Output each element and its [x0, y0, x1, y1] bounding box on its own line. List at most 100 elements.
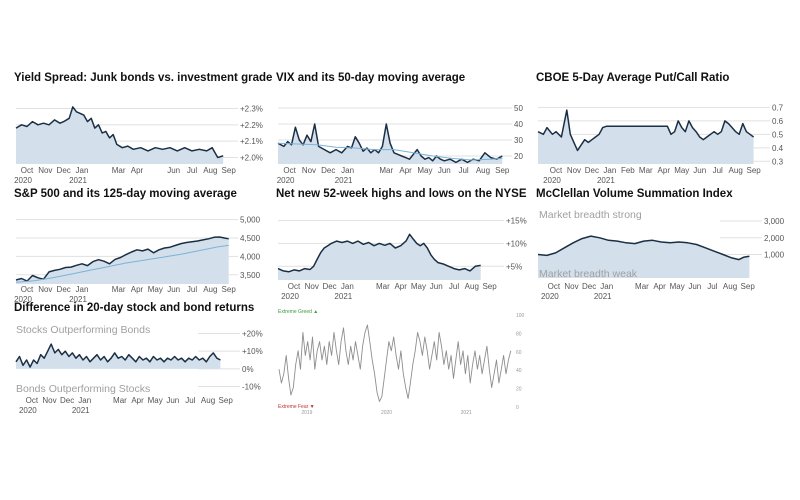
y-tick-label: 0% [242, 365, 254, 374]
y-tick-label: 60 [516, 350, 522, 356]
x-tick-label: Oct [21, 285, 34, 294]
y-tick-label: 20 [516, 387, 522, 393]
x-tick-label: Apr [653, 282, 666, 291]
chart-title: Net new 52-week highs and lows on the NY… [276, 188, 527, 200]
x-tick-label: Nov [567, 166, 581, 175]
x-year-label: 2021 [69, 295, 87, 304]
y-tick-label: -10% [242, 382, 261, 391]
x-tick-label: Aug [203, 166, 217, 175]
x-tick-label: Dec [60, 396, 74, 405]
x-tick-label: Oct [21, 166, 34, 175]
x-year-label: 2020 [281, 292, 299, 301]
x-tick-label: Mar [379, 166, 393, 175]
y-tick-label: 5,000 [240, 216, 261, 225]
x-tick-label: Oct [283, 166, 296, 175]
chart-title: CBOE 5-Day Average Put/Call Ratio [536, 72, 730, 84]
x-tick-label: May [411, 282, 426, 291]
x-tick-label: Jul [187, 166, 197, 175]
x-tick-label: Nov [42, 396, 56, 405]
x-tick-label: Nov [564, 282, 578, 291]
chart-title: Yield Spread: Junk bonds vs. investment … [14, 72, 273, 84]
y-tick-label: +2.1% [240, 137, 263, 146]
x-tick-label: Nov [38, 166, 52, 175]
x-tick-label: Apr [658, 166, 671, 175]
x-tick-label: Jan [76, 285, 89, 294]
x-tick-label: Sep [741, 282, 756, 291]
moving-average-line [15, 244, 229, 283]
x-tick-label: Jan [600, 282, 613, 291]
x-tick-label: Oct [288, 282, 301, 291]
x-tick-label: Aug [723, 282, 737, 291]
x-tick-label: Sep [495, 166, 510, 175]
y-tick-label: 1,000 [764, 251, 785, 260]
x-tick-label: Jul [713, 166, 723, 175]
x-tick-label: Oct [26, 396, 39, 405]
y-tick-label: 3,000 [764, 217, 785, 226]
chart-panel-mcclellan: McClellan Volume Summation Index 3,000 2,… [536, 188, 790, 310]
x-tick-label: Jul [458, 166, 468, 175]
series-line [277, 123, 503, 164]
chart-panel-yield-spread: Yield Spread: Junk bonds vs. investment … [14, 72, 272, 190]
x-year-label: 2021 [594, 292, 612, 301]
y-tick-label: +15% [506, 217, 527, 226]
x-tick-label: May [670, 282, 685, 291]
zone-label-bottom: Market breadth weak [539, 268, 638, 280]
y-tick-label: +2.2% [240, 121, 263, 130]
series-area [278, 234, 481, 280]
y-tick-label: 3,500 [240, 271, 261, 280]
x-tick-label: Jun [166, 396, 179, 405]
x-year-label: 2020 [277, 176, 295, 185]
y-tick-label: 0.5 [772, 130, 784, 139]
chart-panel-stock-bond: Difference in 20-day stock and bond retu… [14, 302, 266, 428]
y-tick-label: 50 [514, 104, 523, 113]
x-tick-label: Nov [305, 282, 319, 291]
x-tick-label: Oct [548, 282, 561, 291]
chart-panel-put-call: CBOE 5-Day Average Put/Call Ratio 0.7 0.6… [536, 72, 790, 190]
x-year-label: 2020 [14, 176, 32, 185]
x-tick-label: Jun [688, 282, 701, 291]
chart-panel-vix: VIX and its 50-day moving average 50 40 30… [276, 72, 528, 190]
x-tick-label: Jul [185, 396, 195, 405]
x-tick-label: 2019 [301, 410, 312, 416]
y-tick-label: 4,000 [240, 252, 261, 261]
y-tick-label: 0.6 [772, 117, 784, 126]
x-tick-label: Nov [302, 166, 316, 175]
series-line [15, 343, 221, 368]
chart-panel-sp500: S&P 500 and its 125-day moving average 5… [14, 188, 266, 306]
chart-title: Difference in 20-day stock and bond retu… [14, 302, 255, 314]
series-area [538, 236, 750, 278]
x-tick-label: Jun [430, 282, 443, 291]
y-tick-label: +2.0% [240, 153, 263, 162]
x-year-label: 2021 [334, 292, 352, 301]
y-tick-label: 0.7 [772, 103, 784, 112]
x-tick-label: Jan [76, 166, 89, 175]
x-tick-label: Apr [131, 396, 144, 405]
y-tick-label: 30 [514, 136, 523, 145]
x-tick-label: Dec [585, 166, 599, 175]
series-line [537, 109, 755, 152]
y-tick-label: 0.3 [772, 157, 784, 166]
x-tick-label: Dec [57, 285, 71, 294]
x-tick-label: 2020 [381, 410, 392, 416]
zone-label-top: Market breadth strong [539, 209, 642, 221]
y-tick-label: +2.3% [240, 105, 263, 114]
x-tick-label: Aug [476, 166, 490, 175]
chart-title: McClellan Volume Summation Index [536, 188, 733, 200]
zone-label-bottom: Bonds Outperforming Stocks [16, 383, 151, 395]
x-tick-label: Jul [707, 282, 717, 291]
x-tick-label: Sep [222, 166, 237, 175]
y-tick-label: 0.4 [772, 144, 784, 153]
y-tick-label: +5% [506, 262, 522, 271]
series-line [15, 236, 229, 282]
zone-label-top: Stocks Outperforming Bonds [16, 324, 151, 336]
series-line [278, 324, 512, 402]
x-tick-label: Jan [341, 166, 354, 175]
x-tick-label: Jul [449, 282, 459, 291]
x-tick-label: 2021 [461, 410, 472, 416]
x-tick-label: Nov [38, 285, 52, 294]
